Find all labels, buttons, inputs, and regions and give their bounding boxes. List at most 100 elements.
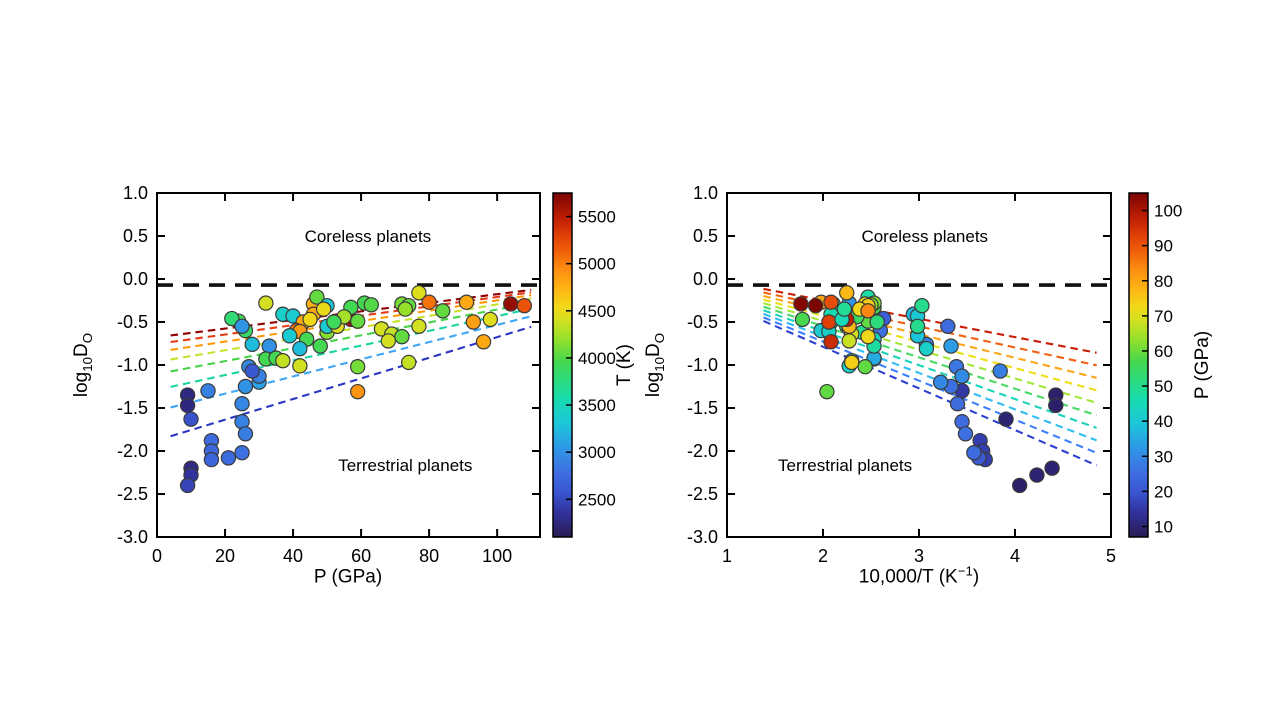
data-point bbox=[244, 336, 260, 353]
data-point bbox=[914, 297, 930, 314]
data-point bbox=[823, 334, 839, 350]
x-tick-label: 100 bbox=[482, 546, 512, 566]
y-axis-label-right: log10DO bbox=[643, 332, 667, 398]
isobar-line bbox=[763, 316, 1097, 454]
data-point bbox=[179, 477, 196, 494]
data-point bbox=[234, 318, 250, 334]
data-point bbox=[1011, 477, 1028, 494]
isobar-line bbox=[763, 302, 1097, 404]
y-tick-label: 0.0 bbox=[123, 269, 148, 289]
data-point bbox=[860, 303, 876, 319]
data-point bbox=[841, 333, 857, 349]
colorbar-tick-label: 90 bbox=[1154, 237, 1173, 256]
x-tick-label: 4 bbox=[1010, 546, 1020, 566]
data-point bbox=[179, 397, 196, 414]
data-point bbox=[292, 340, 308, 357]
colorbar-tick-label: 5500 bbox=[578, 208, 616, 227]
y-tick-label: -3.0 bbox=[117, 527, 148, 547]
x-tick-label: 5 bbox=[1106, 546, 1116, 566]
y-tick-label: 0.0 bbox=[693, 269, 718, 289]
isotherm-line bbox=[170, 302, 532, 373]
data-point bbox=[836, 301, 853, 317]
data-point bbox=[200, 383, 216, 399]
data-point bbox=[909, 318, 926, 334]
data-point bbox=[237, 378, 254, 395]
y-tick-label: 0.5 bbox=[123, 226, 148, 246]
y-tick-label: -1.0 bbox=[117, 355, 148, 375]
data-point bbox=[458, 294, 475, 310]
data-point bbox=[224, 310, 240, 327]
data-point bbox=[998, 411, 1014, 427]
data-point bbox=[957, 426, 974, 442]
data-point bbox=[397, 301, 414, 317]
colorbar-tick-label: 70 bbox=[1154, 307, 1173, 326]
data-point bbox=[954, 368, 970, 384]
data-point bbox=[465, 314, 482, 330]
y-tick-label: 1.0 bbox=[693, 183, 718, 203]
colorbar-title-right: P (GPa) bbox=[1192, 330, 1213, 400]
data-point bbox=[966, 445, 982, 461]
y-tick-label: -1.5 bbox=[687, 398, 718, 418]
colorbar-tick-label: 50 bbox=[1154, 377, 1173, 396]
data-point bbox=[949, 396, 966, 412]
data-point bbox=[326, 314, 342, 330]
y-tick-label: -0.5 bbox=[687, 312, 718, 332]
y-tick-label: -2.5 bbox=[687, 484, 718, 504]
data-point bbox=[475, 334, 492, 350]
data-point bbox=[843, 354, 860, 371]
terrestrial-planets-label-right: Terrestrial planets bbox=[777, 455, 913, 475]
data-point bbox=[309, 289, 325, 305]
y-tick-label: 1.0 bbox=[123, 183, 148, 203]
data-point bbox=[312, 338, 328, 354]
data-point bbox=[807, 297, 824, 314]
data-point bbox=[940, 318, 956, 334]
x-tick-label: 2 bbox=[818, 546, 828, 566]
data-point bbox=[349, 383, 366, 400]
data-point bbox=[821, 314, 837, 330]
isobar-line bbox=[763, 312, 1097, 442]
colorbar-tick-label: 4000 bbox=[578, 349, 616, 368]
colorbar-tick-label: 80 bbox=[1154, 272, 1173, 291]
data-point bbox=[234, 445, 250, 461]
data-point bbox=[1044, 460, 1060, 476]
colorbar bbox=[552, 192, 573, 538]
colorbar-tick-label: 20 bbox=[1154, 482, 1173, 501]
data-point bbox=[857, 359, 873, 375]
data-point bbox=[411, 285, 427, 301]
x-tick-label: 40 bbox=[283, 546, 303, 566]
colorbar-tick-label: 3500 bbox=[578, 396, 616, 415]
data-point bbox=[244, 363, 260, 379]
colorbar bbox=[1128, 192, 1149, 538]
x-tick-label: 3 bbox=[914, 546, 924, 566]
colorbar-title-left: T (K) bbox=[614, 344, 635, 386]
x-tick-label: 20 bbox=[215, 546, 235, 566]
x-tick-label: 80 bbox=[419, 546, 439, 566]
data-point bbox=[349, 359, 366, 375]
x-axis-label-right: 10,000/T (K−1) bbox=[858, 563, 980, 588]
data-point bbox=[183, 411, 199, 427]
terrestrial-planets-label-left: Terrestrial planets bbox=[338, 455, 473, 475]
data-point bbox=[435, 303, 451, 319]
y-tick-label: -2.5 bbox=[117, 484, 148, 504]
isotherm-line bbox=[170, 325, 532, 438]
data-point bbox=[943, 338, 959, 354]
data-point bbox=[292, 358, 308, 374]
colorbar-tick-label: 30 bbox=[1154, 447, 1173, 466]
data-point bbox=[932, 374, 949, 390]
data-point bbox=[203, 451, 220, 468]
coreless-planets-label-right: Coreless planets bbox=[861, 226, 989, 246]
colorbar-tick-label: 60 bbox=[1154, 342, 1173, 361]
data-point bbox=[275, 353, 291, 369]
data-point bbox=[992, 363, 1008, 379]
y-tick-label: -2.0 bbox=[117, 441, 148, 461]
data-point bbox=[794, 311, 811, 328]
colorbar-tick-label: 3000 bbox=[578, 443, 616, 462]
isobar-line bbox=[763, 319, 1098, 467]
data-point bbox=[503, 296, 519, 312]
data-point bbox=[860, 328, 876, 345]
colorbar-tick-label: 2500 bbox=[578, 490, 616, 509]
data-point bbox=[839, 285, 855, 301]
data-point bbox=[302, 311, 318, 328]
y-tick-label: -1.0 bbox=[687, 355, 718, 375]
